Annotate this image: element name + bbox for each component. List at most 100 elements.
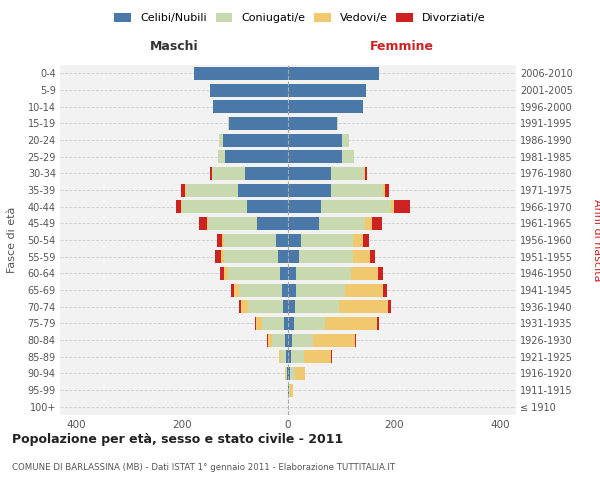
Bar <box>209 84 288 96</box>
Bar <box>228 267 288 280</box>
Bar <box>209 84 288 96</box>
Bar <box>288 367 305 380</box>
Text: Fasce di età: Fasce di età <box>7 207 17 273</box>
Text: Popolazione per età, sesso e stato civile - 2011: Popolazione per età, sesso e stato civil… <box>12 432 343 446</box>
Bar <box>288 84 367 96</box>
Bar <box>284 317 288 330</box>
Bar <box>279 350 288 363</box>
Legend: Celibi/Nubili, Coniugati/e, Vedovi/e, Divorziati/e: Celibi/Nubili, Coniugati/e, Vedovi/e, Di… <box>110 8 490 28</box>
Bar <box>288 117 338 130</box>
Bar <box>288 150 342 163</box>
Bar <box>224 250 288 263</box>
Bar <box>288 134 349 146</box>
Bar <box>210 167 288 180</box>
Bar <box>227 117 288 130</box>
Bar <box>288 284 383 296</box>
Bar <box>277 234 288 246</box>
Bar <box>239 300 288 313</box>
Bar <box>288 167 367 180</box>
Bar <box>217 234 288 246</box>
Bar <box>288 100 363 113</box>
Bar <box>226 150 288 163</box>
Bar <box>288 284 386 296</box>
Bar <box>288 267 383 280</box>
Bar <box>288 317 377 330</box>
Bar <box>288 200 321 213</box>
Bar <box>288 350 332 363</box>
Bar <box>288 234 301 246</box>
Bar <box>288 350 304 363</box>
Bar <box>288 300 339 313</box>
Bar <box>257 217 288 230</box>
Bar <box>288 200 391 213</box>
Bar <box>215 250 288 263</box>
Bar <box>213 100 288 113</box>
Bar <box>208 217 288 230</box>
Bar <box>288 267 350 280</box>
Bar <box>218 150 288 163</box>
Bar <box>213 100 288 113</box>
Bar <box>288 134 349 146</box>
Bar <box>285 367 288 380</box>
Bar <box>288 234 363 246</box>
Bar <box>281 350 288 363</box>
Bar <box>288 384 289 396</box>
Bar <box>220 267 288 280</box>
Bar <box>286 334 288 346</box>
Bar <box>288 67 379 80</box>
Bar <box>221 250 288 263</box>
Bar <box>288 317 379 330</box>
Bar <box>288 317 325 330</box>
Bar <box>181 184 288 196</box>
Bar <box>234 284 288 296</box>
Bar <box>241 300 288 313</box>
Bar <box>288 200 394 213</box>
Bar <box>229 117 288 130</box>
Bar <box>288 184 331 196</box>
Bar <box>288 84 367 96</box>
Bar <box>288 350 331 363</box>
Bar <box>288 217 372 230</box>
Bar <box>288 100 363 113</box>
Bar <box>288 84 367 96</box>
Text: Anni di nascita: Anni di nascita <box>592 198 600 281</box>
Bar <box>288 367 305 380</box>
Bar <box>288 267 296 280</box>
Bar <box>288 150 354 163</box>
Bar <box>227 117 288 130</box>
Bar <box>176 200 288 213</box>
Bar <box>185 184 288 196</box>
Bar <box>247 200 288 213</box>
Bar <box>199 217 288 230</box>
Bar <box>288 217 365 230</box>
Bar <box>281 284 288 296</box>
Bar <box>288 234 369 246</box>
Bar <box>213 100 288 113</box>
Bar <box>256 317 288 330</box>
Bar <box>218 150 288 163</box>
Bar <box>288 150 354 163</box>
Bar <box>288 250 353 263</box>
Bar <box>288 250 370 263</box>
Bar <box>267 334 288 346</box>
Text: COMUNE DI BARLASSINA (MB) - Dati ISTAT 1° gennaio 2011 - Elaborazione TUTTITALIA: COMUNE DI BARLASSINA (MB) - Dati ISTAT 1… <box>12 462 395 471</box>
Bar <box>239 284 288 296</box>
Bar <box>288 134 349 146</box>
Bar <box>219 134 288 146</box>
Bar <box>288 167 364 180</box>
Bar <box>219 134 288 146</box>
Bar <box>288 67 379 80</box>
Bar <box>213 100 288 113</box>
Bar <box>224 234 288 246</box>
Bar <box>278 250 288 263</box>
Bar <box>283 300 288 313</box>
Bar <box>288 184 389 196</box>
Bar <box>222 234 288 246</box>
Bar <box>288 334 356 346</box>
Bar <box>288 250 299 263</box>
Bar <box>288 100 363 113</box>
Bar <box>194 67 288 80</box>
Bar <box>288 317 294 330</box>
Bar <box>286 350 288 363</box>
Bar <box>288 200 410 213</box>
